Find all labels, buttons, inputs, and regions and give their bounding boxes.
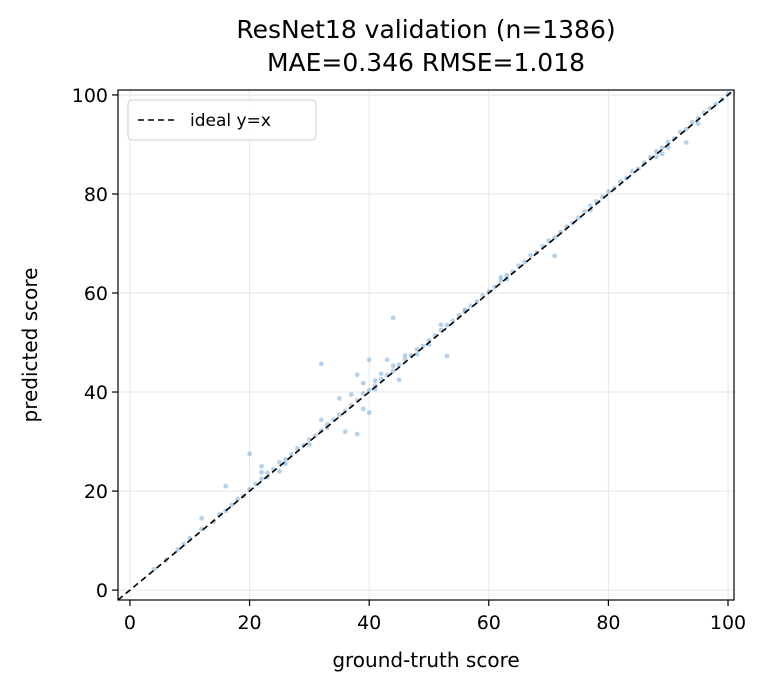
data-point — [348, 392, 354, 397]
data-point — [390, 363, 396, 369]
data-point — [289, 452, 294, 457]
y-axis-label: predicted score — [18, 267, 42, 423]
data-point — [336, 396, 342, 401]
data-point — [659, 145, 665, 151]
data-point — [444, 322, 450, 328]
data-point — [438, 322, 444, 328]
data-point — [474, 299, 480, 304]
data-point — [420, 343, 426, 349]
data-point — [360, 391, 366, 396]
data-point — [528, 252, 534, 258]
y-tick-label: 60 — [84, 283, 108, 305]
data-point — [283, 456, 288, 462]
data-point — [414, 352, 420, 357]
data-point — [468, 303, 474, 309]
data-point — [653, 154, 659, 160]
y-tick-label: 100 — [72, 85, 108, 107]
data-point — [444, 353, 450, 359]
data-point — [336, 412, 342, 418]
data-point — [492, 284, 498, 290]
data-point — [306, 442, 312, 447]
data-point — [265, 470, 270, 476]
scatter-points — [151, 91, 731, 572]
data-point — [396, 377, 402, 383]
y-tick-label: 80 — [84, 184, 108, 206]
data-point — [277, 468, 282, 474]
data-point — [181, 541, 187, 547]
data-point — [235, 496, 241, 502]
data-point — [450, 318, 456, 324]
data-point — [277, 459, 282, 465]
data-point — [259, 469, 264, 475]
data-point — [606, 189, 611, 194]
data-point — [366, 357, 372, 363]
x-tick-label: 60 — [477, 612, 501, 634]
data-point — [707, 105, 713, 111]
data-point — [683, 126, 689, 132]
tick-marks: 0 20 40 60 80 100 0 20 40 60 80 100 — [72, 85, 746, 634]
data-point — [259, 476, 264, 482]
x-tick-label: 40 — [357, 612, 381, 634]
x-tick-label: 20 — [237, 612, 261, 634]
data-point — [372, 378, 378, 384]
y-tick-label: 20 — [84, 481, 108, 503]
legend-box — [127, 99, 317, 141]
x-tick-label: 80 — [596, 612, 620, 634]
data-point — [342, 429, 348, 435]
data-point — [318, 417, 324, 423]
data-point — [318, 361, 324, 367]
ideal-y-equals-x-line — [117, 89, 735, 601]
legend: ideal y=x — [127, 99, 317, 141]
y-tick-label: 0 — [96, 580, 108, 602]
data-point — [576, 215, 581, 221]
chart-title-line-1: ResNet18 validation (n=1386) — [236, 15, 616, 44]
data-point — [175, 547, 181, 552]
data-point — [360, 406, 366, 412]
data-point — [223, 483, 229, 489]
data-point — [360, 380, 366, 386]
y-tick-label: 40 — [84, 382, 108, 404]
data-point — [378, 371, 384, 377]
data-point — [683, 140, 689, 145]
data-point — [259, 463, 264, 469]
axes-border — [117, 89, 735, 601]
data-point — [582, 208, 587, 214]
data-point — [354, 372, 360, 378]
data-point — [247, 451, 252, 457]
data-point — [498, 274, 504, 280]
data-point — [366, 387, 372, 393]
data-point — [354, 431, 360, 437]
data-point — [366, 410, 372, 416]
data-point — [498, 278, 504, 284]
data-point — [552, 253, 557, 259]
data-point — [695, 121, 701, 127]
data-point — [390, 315, 396, 321]
axes-frame — [117, 89, 735, 601]
legend-label: ideal y=x — [190, 111, 271, 131]
data-point — [629, 168, 635, 174]
data-point — [504, 272, 510, 278]
grid-lines — [118, 90, 734, 600]
data-point — [199, 515, 205, 521]
data-point — [306, 437, 312, 442]
data-point — [689, 119, 695, 125]
data-point — [402, 352, 408, 358]
x-axis-label: ground-truth score — [332, 648, 520, 672]
data-point — [665, 139, 671, 145]
data-point — [229, 502, 235, 508]
ideal-line-layer — [117, 89, 735, 601]
x-tick-label: 0 — [124, 612, 136, 634]
data-point — [390, 368, 396, 374]
data-point — [199, 526, 205, 532]
data-point — [384, 357, 390, 363]
chart-title-line-2: MAE=0.346 RMSE=1.018 — [266, 48, 586, 77]
x-tick-label: 100 — [710, 612, 746, 634]
data-point — [659, 151, 665, 157]
data-point — [396, 362, 402, 368]
data-point — [522, 259, 528, 265]
